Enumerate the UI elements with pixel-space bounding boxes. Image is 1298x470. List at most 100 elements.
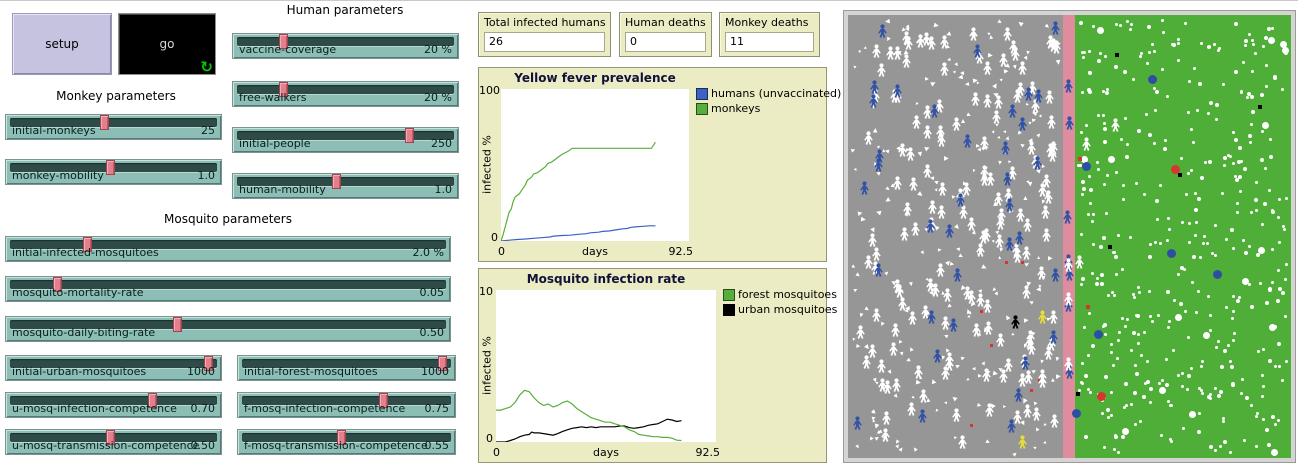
human-agent-blue <box>1014 231 1025 245</box>
slider-track[interactable] <box>237 174 454 189</box>
slider-thumb[interactable] <box>83 237 92 252</box>
mosquito-dot <box>1248 33 1252 37</box>
slider-thumb[interactable] <box>106 430 115 445</box>
slider-thumb[interactable] <box>53 277 62 292</box>
slider-thumb[interactable] <box>204 356 213 371</box>
mosquito-dot <box>1198 81 1203 86</box>
slider-track[interactable] <box>237 128 454 143</box>
slider-initial-urban-mosquitoes[interactable]: initial-urban-mosquitoes 1000 <box>5 355 222 381</box>
slider-thumb[interactable] <box>405 128 414 143</box>
slider-human-mobility[interactable]: human-mobility 1.0 <box>232 173 459 199</box>
mosquito-dot <box>1230 228 1235 233</box>
slider-track[interactable] <box>10 277 446 292</box>
mosquito-dot <box>1081 277 1086 282</box>
slider-vaccine-coverage[interactable]: vaccine-coverage 20 % <box>232 33 459 59</box>
slider-track[interactable] <box>10 356 217 371</box>
mosquito-dot <box>1129 23 1133 27</box>
slider-track[interactable] <box>237 82 454 97</box>
slider-track[interactable] <box>10 115 217 130</box>
mosquito-dot <box>1102 114 1106 118</box>
slider-thumb[interactable] <box>332 174 341 189</box>
mosquito-dot <box>1119 138 1123 142</box>
mosquito-dot <box>1265 85 1269 89</box>
mosquito-dot <box>1104 374 1109 379</box>
slider-thumb[interactable] <box>279 82 288 97</box>
mosquito-dot <box>1190 168 1194 172</box>
slider-value: 0.50 <box>419 326 445 339</box>
slider-initial-forest-mosquitoes[interactable]: initial-forest-mosquitoes 1000 <box>237 355 456 381</box>
mosquito-dot <box>1208 313 1212 317</box>
mosquito-dot <box>1132 77 1136 81</box>
slider-track[interactable] <box>237 34 454 49</box>
slider-track[interactable] <box>10 317 446 332</box>
slider-f-mosq-transmission-competence[interactable]: f-mosq-transmission-competence 0.55 <box>237 429 456 455</box>
mosquito-dot <box>1170 42 1174 46</box>
go-button[interactable]: go ↻ <box>118 13 216 75</box>
mosquito-dot <box>1145 379 1150 384</box>
slider-thumb[interactable] <box>379 393 388 408</box>
mosquito-dot <box>1142 394 1147 399</box>
slider-track[interactable] <box>10 430 217 445</box>
slider-value: 250 <box>431 137 452 150</box>
setup-button[interactable]: setup <box>12 13 112 75</box>
slider-track[interactable] <box>242 356 451 371</box>
mosquito-dot <box>1087 354 1091 358</box>
slider-thumb[interactable] <box>337 430 346 445</box>
mosquito-dot <box>1097 113 1101 117</box>
legend-entry: humans (unvaccinated) <box>696 87 841 100</box>
human-agent-blue <box>1048 330 1059 344</box>
mosquito-dot <box>1261 130 1265 134</box>
human-agent <box>985 172 996 187</box>
slider-initial-monkeys[interactable]: initial-monkeys 25 <box>5 114 222 140</box>
slider-u-mosq-transmission-competence[interactable]: u-mosq-transmission-competence 0.50 <box>5 429 222 455</box>
monkey-agent <box>1167 249 1176 258</box>
slider-free-walkers[interactable]: free-walkers 20 % <box>232 81 459 107</box>
slider-thumb[interactable] <box>438 356 447 371</box>
slider-track[interactable] <box>242 393 451 408</box>
slider-mosquito-mortality-rate[interactable]: mosquito-mortality-rate 0.05 <box>5 276 451 302</box>
slider-track[interactable] <box>10 393 217 408</box>
human-agent-blue <box>1064 116 1075 130</box>
slider-thumb[interactable] <box>106 160 115 175</box>
slider-f-mosq-infection-competence[interactable]: f-mosq-infection-competence 0.75 <box>237 392 456 418</box>
human-agent <box>1002 26 1013 41</box>
mosquito-dot <box>1244 396 1249 401</box>
slider-monkey-mobility[interactable]: monkey-mobility 1.0 <box>5 159 222 185</box>
mosquito-dot <box>1230 317 1234 321</box>
corridor-region <box>1063 15 1075 458</box>
slider-thumb[interactable] <box>173 317 182 332</box>
slider-u-mosq-infection-competence[interactable]: u-mosq-infection-competence 0.70 <box>5 392 222 418</box>
mosquito-dot <box>1124 325 1128 329</box>
slider-thumb[interactable] <box>148 393 157 408</box>
mosquito-dot <box>1136 333 1140 336</box>
mosquito-dot <box>1268 37 1276 45</box>
human-agent <box>922 164 933 179</box>
human-agent <box>1037 369 1048 383</box>
slider-track[interactable] <box>10 160 217 175</box>
slider-mosquito-daily-biting-rate[interactable]: mosquito-daily-biting-rate 0.50 <box>5 316 451 342</box>
mosquito-dot <box>1103 323 1108 328</box>
infected-marker <box>1020 260 1024 264</box>
mosquito-dot <box>1217 48 1221 52</box>
mosquito-dot <box>1191 281 1194 285</box>
slider-initial-infected-mosquitoes[interactable]: initial-infected-mosquitoes 2.0 % <box>5 236 451 262</box>
human-agent <box>991 110 1002 125</box>
mosquito-dot <box>1126 317 1130 321</box>
mosquito-dot <box>1268 323 1276 331</box>
infected-marker <box>1086 305 1090 309</box>
human-agent-blue <box>1013 388 1024 402</box>
mosquito-dot <box>1261 385 1265 389</box>
slider-track[interactable] <box>10 237 446 252</box>
human-agent <box>995 332 1006 347</box>
mosquito-dot <box>1206 111 1210 115</box>
slider-track[interactable] <box>242 430 451 445</box>
mosquito-dot <box>1079 380 1083 384</box>
mosquito-dot <box>1109 343 1113 347</box>
mosquito-dot <box>1213 387 1217 391</box>
slider-thumb[interactable] <box>100 115 109 130</box>
human-agent <box>936 205 947 219</box>
mosquito-dot <box>1213 224 1217 228</box>
slider-initial-people[interactable]: initial-people 250 <box>232 127 459 153</box>
mosquito-dot <box>1150 42 1154 46</box>
slider-thumb[interactable] <box>279 34 288 49</box>
